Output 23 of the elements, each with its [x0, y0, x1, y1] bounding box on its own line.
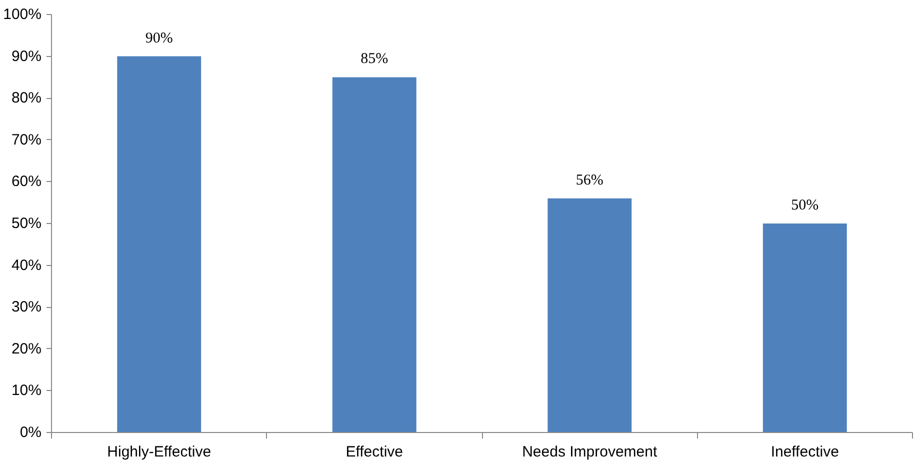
data-label: 50% [791, 198, 819, 214]
y-tick-label: 20% [11, 340, 42, 358]
data-label: 56% [576, 172, 604, 188]
y-tick-label: 30% [11, 298, 42, 316]
bar [548, 198, 632, 432]
y-tick-label: 70% [11, 131, 42, 148]
y-tick-label: 100% [3, 6, 42, 23]
bar [117, 56, 202, 432]
x-tick-label: Ineffective [770, 444, 839, 460]
bar [762, 224, 847, 432]
y-tick-label: 40% [11, 256, 42, 274]
data-label: 90% [145, 30, 173, 46]
x-tick-label: Effective [346, 444, 404, 460]
y-tick-label: 90% [11, 48, 42, 65]
y-tick-label: 50% [11, 215, 42, 232]
x-tick-label: Needs Improvement [522, 444, 658, 460]
y-tick-label: 0% [20, 424, 42, 441]
y-tick-label: 60% [11, 173, 42, 190]
bar [332, 77, 416, 432]
x-tick-label: Highly-Effective [107, 444, 212, 460]
y-tick-label: 10% [11, 382, 42, 400]
data-label: 85% [360, 51, 388, 68]
y-tick-label: 80% [11, 90, 42, 107]
